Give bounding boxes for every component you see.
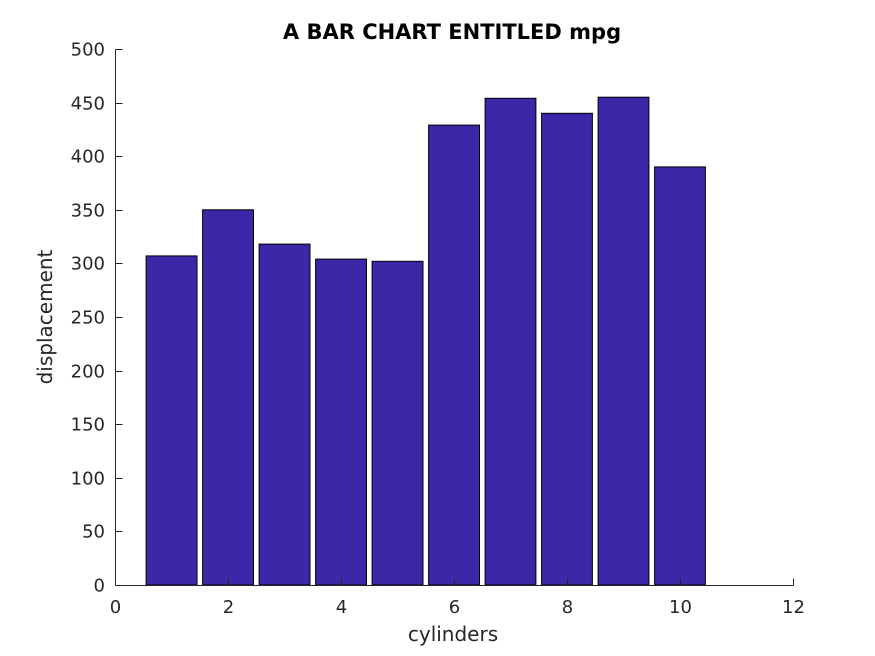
- y-tick-label-400: 400: [71, 147, 105, 168]
- y-tick-label-0: 0: [94, 576, 105, 597]
- x-tick-label-6: 6: [449, 597, 460, 618]
- x-tick-label-4: 4: [336, 597, 347, 618]
- y-tick-label-200: 200: [71, 362, 105, 383]
- y-tick-label-150: 150: [71, 415, 105, 436]
- y-tick-label-300: 300: [71, 254, 105, 275]
- y-ticks: 0 50 100 150 200 250 300 350 400 450 500: [71, 40, 123, 597]
- y-tick-label-350: 350: [71, 201, 105, 222]
- bar-8: [541, 112, 593, 586]
- x-tick-label-2: 2: [223, 597, 234, 618]
- x-tick-label-0: 0: [110, 597, 121, 618]
- bar-4: [315, 258, 368, 586]
- bar-9: [597, 96, 650, 586]
- y-axis-label: displacement: [33, 249, 57, 384]
- y-tick-label-500: 500: [71, 40, 105, 61]
- x-tick-label-10: 10: [669, 597, 692, 618]
- bars-layer: [145, 96, 706, 586]
- bar-7: [484, 97, 537, 586]
- y-tick-label-250: 250: [71, 308, 105, 329]
- bar-6: [428, 124, 481, 586]
- bar-3: [258, 243, 311, 586]
- x-tick-label-8: 8: [562, 597, 573, 618]
- x-ticks: 0 2 4 6 8 10 12: [110, 578, 805, 618]
- chart-title: A BAR CHART ENTITLED mpg: [283, 20, 621, 44]
- bar-10: [654, 166, 706, 586]
- y-tick-label-100: 100: [71, 469, 105, 490]
- x-axis-label: cylinders: [408, 622, 498, 646]
- x-tick-label-12: 12: [782, 597, 805, 618]
- bar-5: [371, 260, 424, 586]
- bar-1: [145, 255, 198, 586]
- y-tick-label-450: 450: [71, 94, 105, 115]
- y-tick-label-50: 50: [82, 522, 105, 543]
- bar-2: [202, 209, 255, 586]
